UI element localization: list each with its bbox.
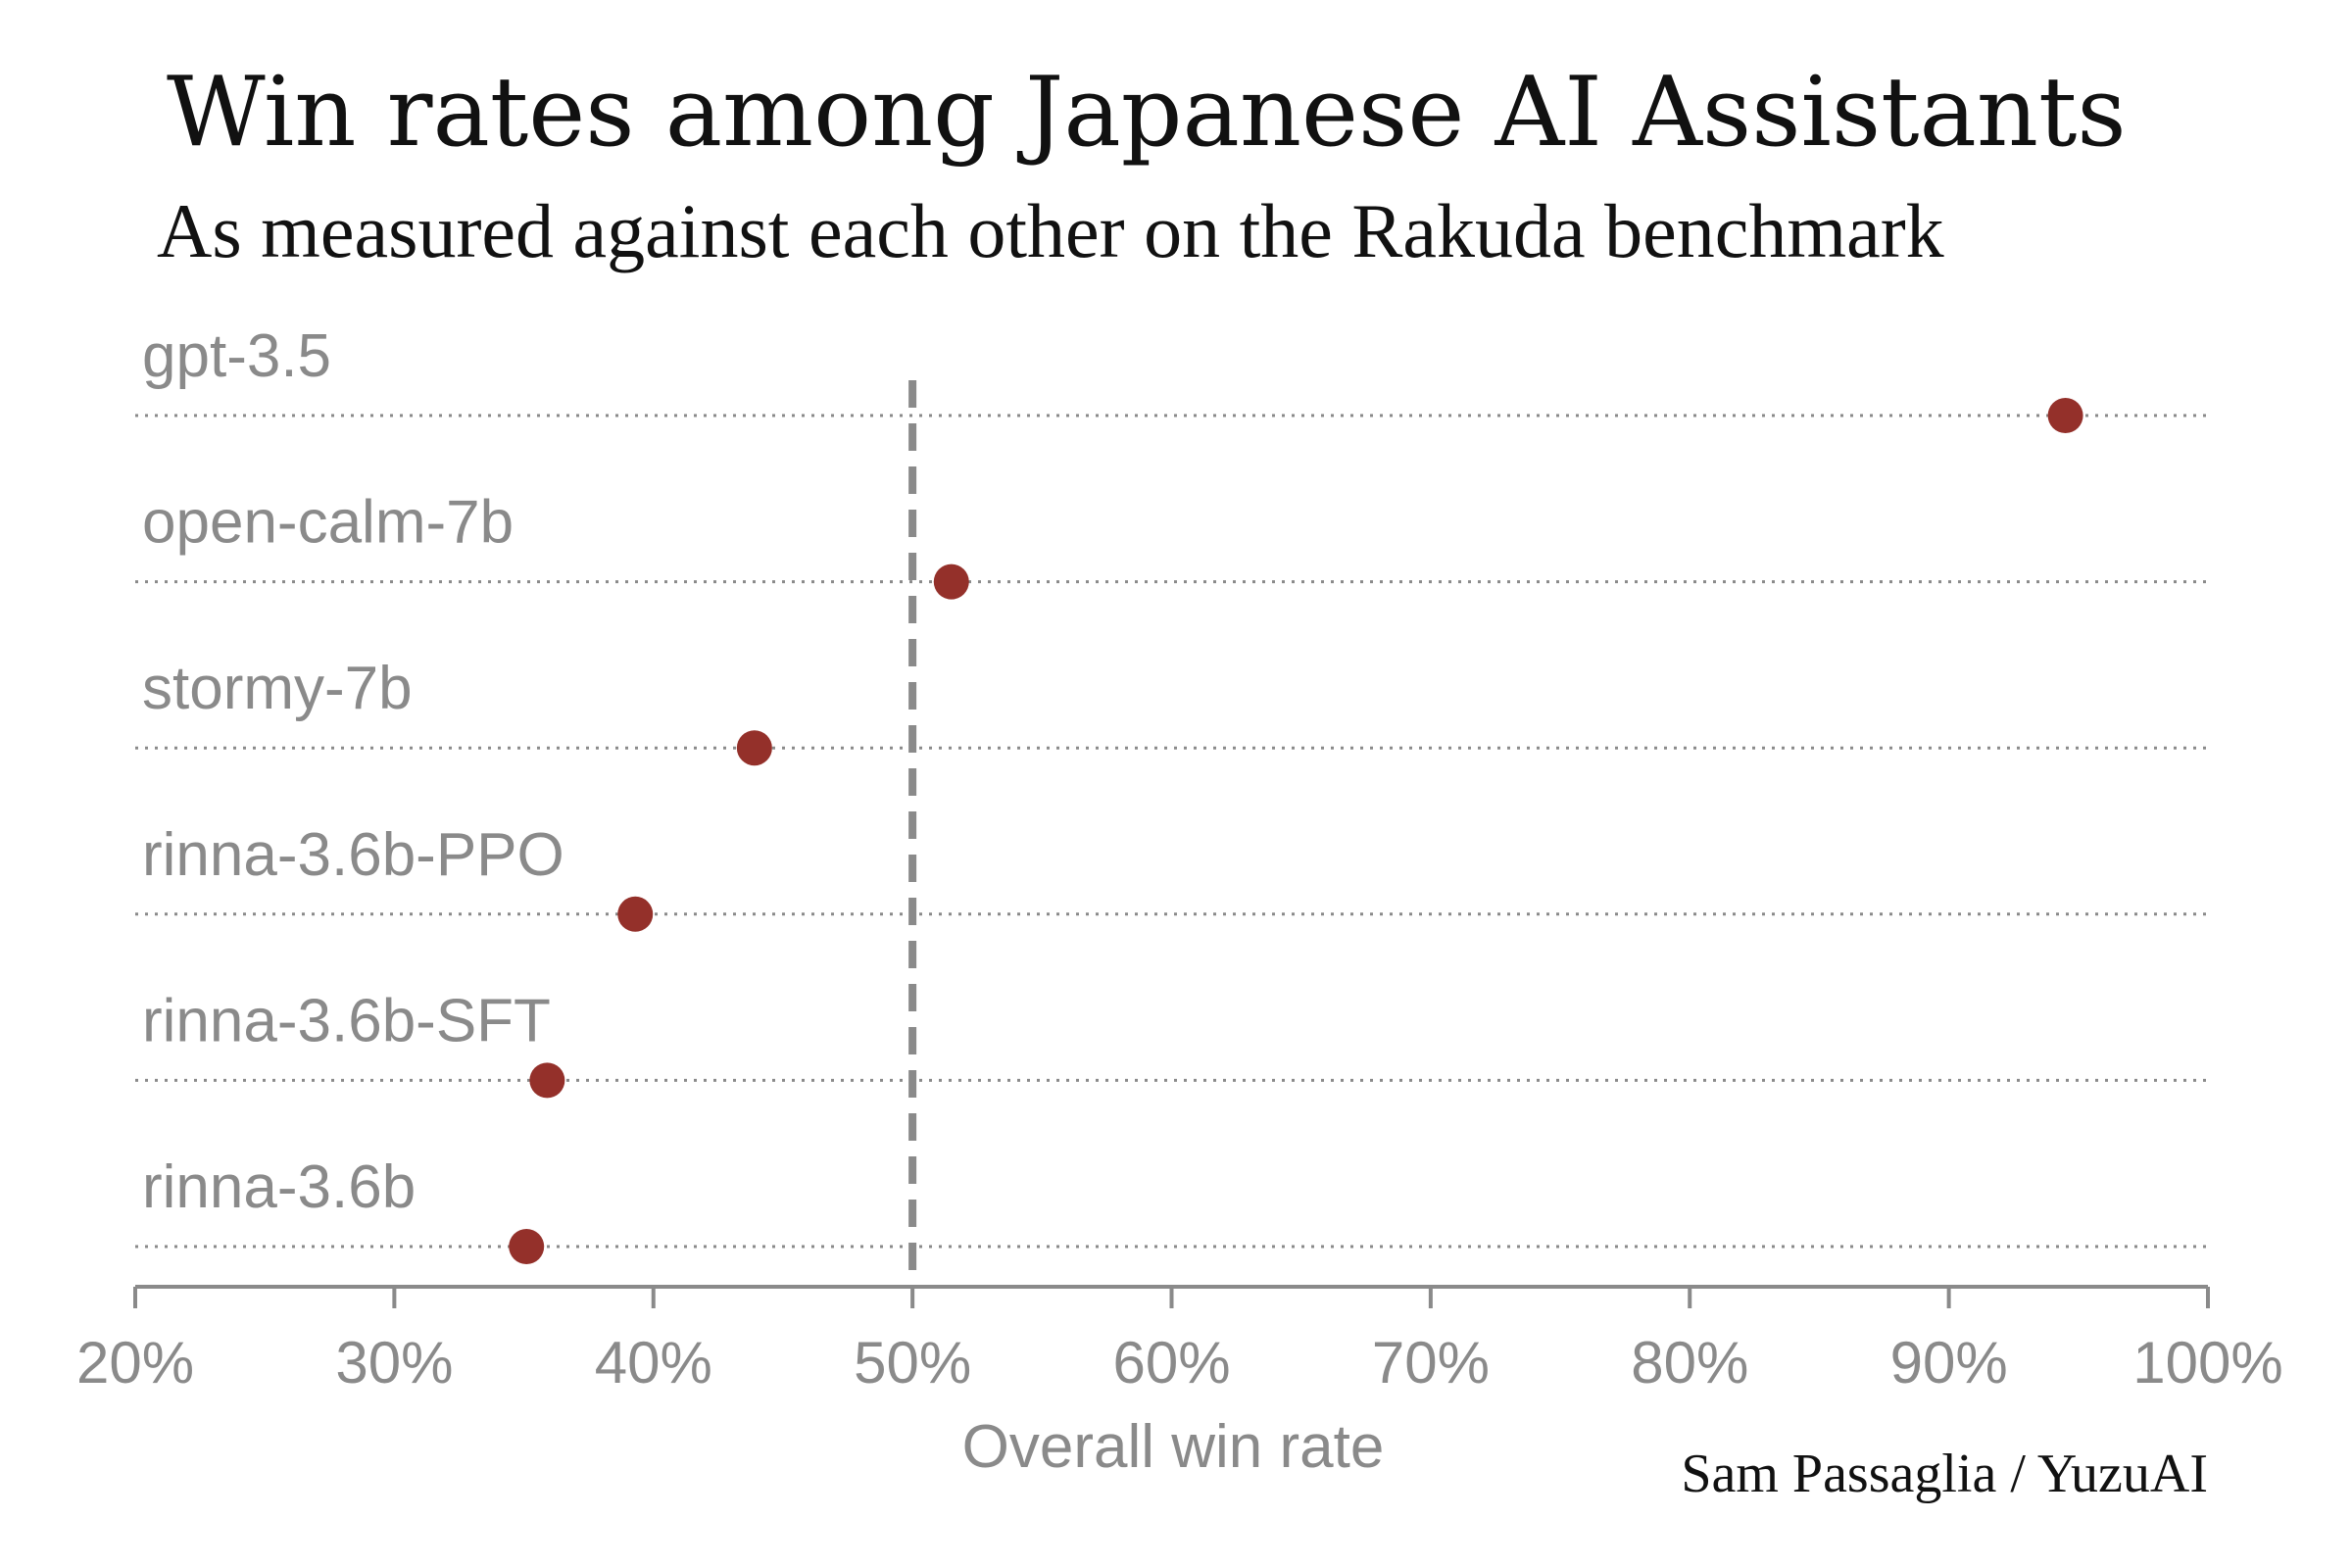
chart-subtitle: As measured against each other on the Ra… <box>157 188 1944 273</box>
category-label: open-calm-7b <box>142 489 514 557</box>
category-label: stormy-7b <box>142 655 413 722</box>
x-tick-label: 70% <box>1372 1330 1490 1396</box>
plot-area: gpt-3.5 open-calm-7b stormy-7b rinna-3.6b-P… <box>76 322 2283 1396</box>
data-point <box>933 564 969 600</box>
x-tick-label: 90% <box>1890 1330 2008 1396</box>
x-tick-label: 20% <box>76 1330 194 1396</box>
data-point <box>617 896 654 932</box>
x-axis-title: Overall win rate <box>962 1413 1385 1481</box>
category-label: gpt-3.5 <box>142 322 331 390</box>
x-tick-label: 30% <box>335 1330 453 1396</box>
data-point <box>509 1229 545 1264</box>
data-point <box>529 1062 565 1099</box>
data-point <box>736 730 772 766</box>
category-label: rinna-3.6b-SFT <box>142 987 551 1054</box>
category-label: rinna-3.6b <box>142 1153 416 1221</box>
x-tick-label: 50% <box>854 1330 971 1396</box>
data-point <box>2047 398 2083 433</box>
chart-title: Win rates among Japanese AI Assistants <box>167 57 2127 169</box>
x-tick-label: 80% <box>1631 1330 1748 1396</box>
x-tick-label: 100% <box>2132 1330 2282 1396</box>
x-tick-label: 60% <box>1112 1330 1230 1396</box>
category-label: rinna-3.6b-PPO <box>142 821 564 889</box>
x-tick-label: 40% <box>595 1330 712 1396</box>
chart-credit: Sam Passaglia / YuzuAI <box>1681 1444 2208 1504</box>
